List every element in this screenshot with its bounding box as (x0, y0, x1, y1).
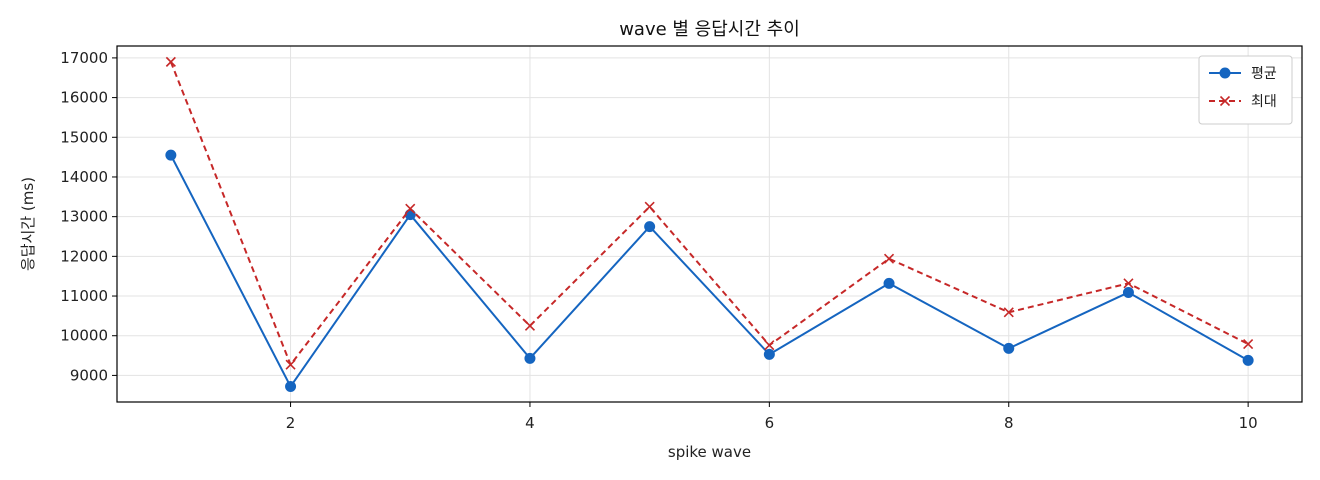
legend-label: 평균 (1251, 66, 1277, 82)
data-point (1123, 278, 1134, 289)
x-marker-stroke (524, 320, 536, 331)
x-marker-stroke (405, 203, 416, 214)
x-tick-label: 6 (765, 414, 775, 432)
x-tick-label: 2 (286, 414, 296, 432)
x-tick-label: 10 (1239, 414, 1258, 432)
legend-marker (1219, 95, 1231, 107)
data-point (165, 149, 177, 161)
series-line (169, 61, 1249, 366)
legend-item: 평균 (1209, 66, 1277, 82)
y-tick-label: 16000 (60, 89, 108, 107)
legend-label: 최대 (1251, 94, 1277, 110)
x-tick-label: 8 (1004, 414, 1014, 432)
data-point (1122, 286, 1134, 298)
series-layer (165, 56, 1254, 393)
legend-box (1198, 55, 1293, 125)
series-2 (165, 56, 1254, 370)
legend-item: 최대 (1209, 94, 1277, 110)
x-marker-stroke (165, 56, 176, 67)
data-point (883, 277, 895, 289)
y-tick-label: 12000 (60, 247, 108, 265)
y-tick-label: 10000 (60, 327, 108, 345)
x-marker-stroke (1243, 338, 1254, 350)
data-point (165, 56, 176, 67)
data-point (883, 253, 895, 264)
y-tick-label: 15000 (60, 128, 108, 146)
legend-marker (1219, 67, 1231, 79)
x-marker-stroke (644, 201, 655, 212)
data-point (644, 221, 656, 233)
data-point (405, 203, 416, 214)
x-marker-stroke (285, 359, 296, 370)
data-point (1003, 307, 1014, 318)
x-tick-label: 4 (525, 414, 535, 432)
data-point (644, 201, 655, 212)
y-tick-label: 13000 (60, 208, 108, 226)
plot-frame (116, 45, 1303, 403)
y-axis-title: 응답시간 (ms) (19, 177, 37, 271)
x-marker-stroke (1123, 278, 1134, 289)
y-tick-label: 14000 (60, 168, 108, 186)
chart-title: wave 별 응답시간 추이 (619, 19, 800, 40)
data-point (1243, 338, 1254, 350)
data-point (763, 348, 775, 360)
data-point (1003, 342, 1015, 354)
data-point (285, 381, 297, 393)
series-line (169, 154, 1249, 388)
x-axis-title: spike wave (668, 443, 751, 461)
data-point (285, 359, 296, 370)
x-marker-stroke (764, 340, 775, 351)
grid-lines (117, 46, 1302, 402)
tick-layer: 2 4 6 8 10 9000 10000 11000 12000 13000 14000 15000… (60, 49, 1257, 432)
data-point (524, 352, 536, 364)
data-point (524, 320, 536, 331)
data-point (1242, 354, 1254, 366)
x-marker-stroke (883, 253, 895, 264)
y-tick-label: 11000 (60, 287, 108, 305)
y-tick-label: 9000 (70, 366, 108, 384)
y-tick-label: 17000 (60, 49, 108, 67)
data-point (764, 340, 775, 351)
x-marker-stroke (1003, 307, 1014, 318)
x-marker-stroke (1219, 95, 1231, 107)
